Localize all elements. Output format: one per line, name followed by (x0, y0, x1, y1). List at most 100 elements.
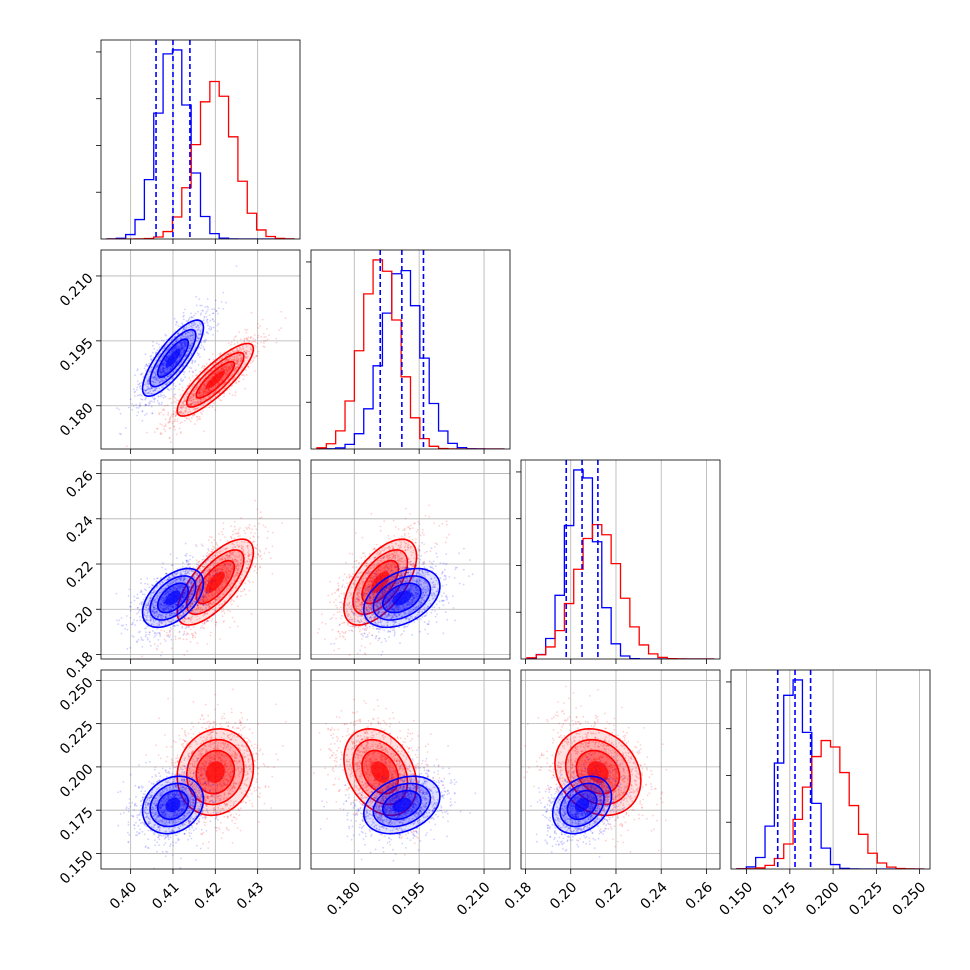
scatter-point (238, 348, 241, 350)
scatter-point (192, 395, 194, 398)
scatter-point (187, 335, 189, 338)
scatter-point (133, 388, 135, 391)
scatter-point (195, 388, 198, 390)
scatter-point (162, 666, 164, 668)
scatter-point (225, 368, 228, 371)
density-fill (205, 370, 225, 389)
scatter-point (225, 373, 228, 376)
scatter-point (226, 370, 228, 372)
scatter-point (234, 362, 237, 365)
scatter-point (157, 395, 160, 398)
scatter-point (174, 397, 177, 400)
scatter-point (161, 363, 164, 366)
scatter-point (206, 318, 209, 321)
scatter-point (194, 408, 197, 410)
scatter-point (150, 358, 153, 360)
scatter-point (244, 328, 247, 331)
scatter-point (207, 391, 210, 394)
scatter-point (163, 394, 166, 396)
scatter-point (208, 406, 211, 409)
scatter-point (260, 336, 263, 338)
scatter-point (212, 386, 215, 389)
scatter-point (170, 628, 173, 631)
scatter-point (182, 401, 185, 403)
scatter-point (180, 341, 183, 344)
scatter-point (156, 400, 159, 402)
scatter-point (223, 612, 226, 615)
scatter-point (202, 398, 205, 401)
scatter-point (162, 562, 164, 564)
scatter-point (224, 382, 227, 384)
scatter-point (192, 402, 195, 405)
scatter-point (240, 357, 243, 360)
scatter-point (232, 533, 234, 536)
scatter-point (208, 358, 211, 361)
scatter-point (171, 350, 173, 352)
scatter-point (193, 413, 196, 416)
scatter-point (195, 403, 197, 406)
scatter-point (195, 397, 198, 400)
scatter-point (184, 341, 186, 343)
scatter-point (212, 548, 215, 551)
scatter-point (246, 338, 248, 341)
scatter-panel-1-0 (96, 249, 301, 454)
scatter-point (233, 525, 236, 528)
scatter-point (145, 397, 147, 400)
scatter-point (196, 335, 199, 338)
scatter-point (228, 359, 231, 361)
scatter-point (170, 352, 172, 355)
scatter-point (234, 335, 237, 338)
scatter-point (180, 342, 183, 345)
scatter-point (160, 432, 162, 434)
scatter-point (179, 406, 182, 409)
scatter-point (213, 402, 215, 405)
scatter-point (126, 648, 129, 650)
scatter-point (243, 350, 246, 353)
scatter-point (172, 413, 175, 415)
scatter-point (203, 317, 206, 319)
scatter-point (240, 517, 243, 519)
scatter-point (168, 346, 171, 349)
scatter-point (182, 373, 185, 376)
scatter-point (139, 630, 142, 633)
scatter-point (174, 340, 177, 343)
scatter-point (252, 337, 255, 340)
scatter-point (157, 395, 160, 397)
scatter-point (180, 347, 183, 350)
scatter-point (224, 365, 226, 368)
scatter-point (208, 590, 211, 593)
scatter-point (164, 395, 167, 398)
scatter-point (227, 366, 229, 369)
scatter-point (186, 417, 189, 419)
scatter-point (211, 308, 214, 311)
scatter-point (175, 433, 178, 436)
scatter-point (206, 391, 209, 394)
scatter-point (202, 386, 205, 389)
scatter-point (233, 356, 236, 358)
scatter-point (203, 340, 206, 343)
scatter-point (190, 334, 193, 337)
scatter-point (148, 362, 151, 365)
scatter-point (181, 345, 184, 348)
scatter-point (262, 345, 265, 348)
scatter-point (184, 409, 186, 412)
scatter-point (151, 412, 154, 415)
scatter-point (180, 354, 182, 356)
scatter-point (205, 560, 208, 563)
scatter-point (192, 393, 195, 396)
scatter-point (137, 383, 140, 386)
scatter-point (208, 327, 210, 330)
scatter-point (212, 318, 214, 321)
scatter-point (183, 398, 186, 401)
scatter-point (203, 365, 205, 367)
scatter-point (185, 407, 188, 410)
scatter-point (136, 593, 139, 596)
scatter-point (236, 361, 239, 364)
scatter-point (187, 337, 189, 340)
scatter-point (238, 377, 241, 379)
scatter-point (260, 341, 263, 344)
scatter-point (192, 321, 195, 324)
scatter-point (250, 336, 252, 339)
scatter-point (203, 430, 206, 433)
scatter-point (174, 428, 176, 431)
